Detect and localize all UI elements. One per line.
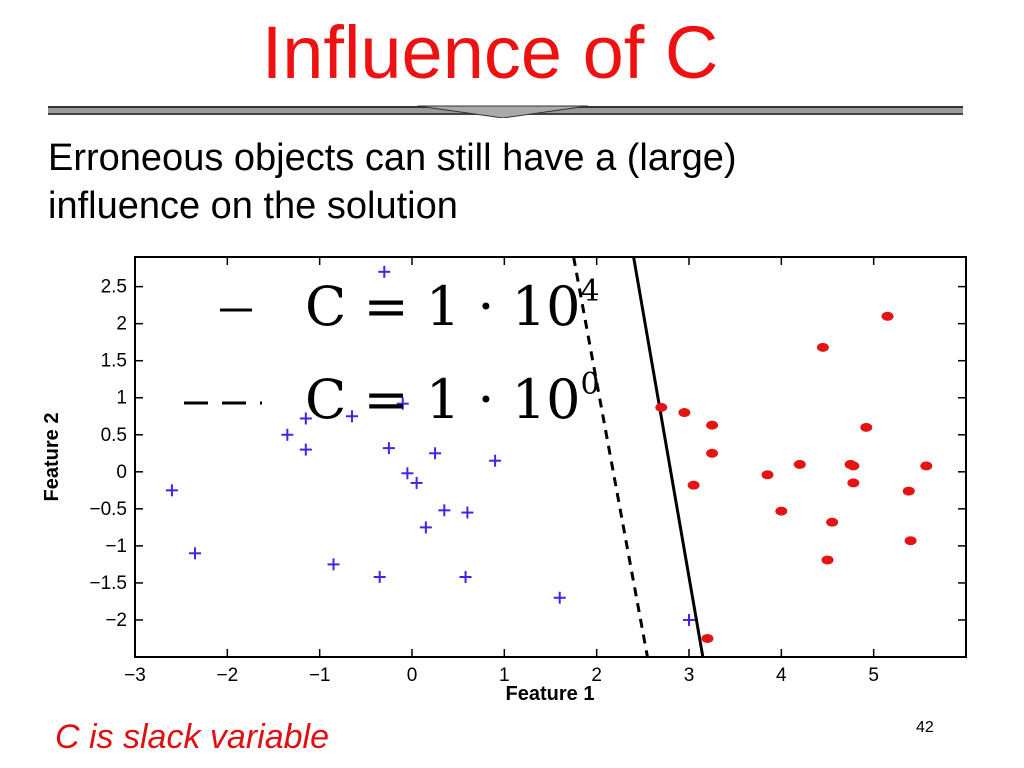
- y-tick-label: 0: [116, 462, 127, 483]
- y-tick-label: 0.5: [101, 425, 127, 446]
- dot-point: [706, 448, 719, 458]
- y-tick-label: −1: [105, 536, 127, 557]
- dot-point: [655, 402, 668, 412]
- slide-subtitle: Erroneous objects can still have a (larg…: [48, 134, 948, 230]
- x-tick-label: 4: [776, 665, 787, 686]
- dot-point: [701, 633, 714, 643]
- dot-point: [775, 506, 788, 516]
- y-tick-label: 2.5: [101, 277, 127, 298]
- y-tick-label: 1.5: [101, 351, 127, 372]
- dot-point: [826, 517, 839, 527]
- dot-point: [904, 536, 917, 546]
- dot-point: [847, 478, 860, 488]
- dot-point: [793, 459, 806, 469]
- decision-boundary-dashed: [572, 256, 649, 658]
- y-axis-label: Feature 2: [41, 413, 63, 502]
- plus-point: [459, 571, 472, 583]
- plus-point: [345, 410, 358, 423]
- dot-point: [687, 480, 700, 490]
- plus-point: [299, 443, 312, 456]
- dot-point: [706, 420, 719, 430]
- legend-exponent: 0: [580, 367, 599, 402]
- plus-point: [401, 467, 414, 480]
- plus-point: [396, 397, 409, 410]
- plus-point: [429, 447, 442, 460]
- x-tick-label: −3: [124, 665, 146, 686]
- plus-point: [281, 428, 294, 441]
- x-tick-label: 2: [591, 665, 602, 686]
- dot-point: [881, 311, 894, 321]
- legend-label: C = 1 · 100: [305, 367, 600, 431]
- y-tick-label: −2: [105, 610, 127, 631]
- plus-point: [299, 412, 312, 425]
- x-tick-label: 0: [407, 665, 418, 686]
- y-tick-label: 2: [116, 314, 127, 335]
- subtitle-line-1: Erroneous objects can still have a (larg…: [48, 137, 737, 179]
- y-tick-label: 1: [116, 388, 127, 409]
- plus-point: [410, 476, 423, 489]
- dot-point: [761, 470, 774, 480]
- plus-point: [461, 506, 474, 519]
- dot-point: [821, 555, 834, 565]
- subtitle-line-2: influence on the solution: [48, 185, 458, 227]
- plus-point: [683, 613, 695, 626]
- scatter-chart: −3 −2 −1 0 1 2 3 4 5 2.5 2 1.5 1 0.5 0 −0.5 −1 −1.5 −2 C …: [41, 256, 967, 705]
- dot-point: [847, 461, 860, 471]
- dot-point: [678, 408, 691, 418]
- dot-point: [902, 486, 915, 496]
- plus-point: [419, 521, 432, 534]
- y-tick-label: −0.5: [89, 499, 127, 520]
- x-tick-label: −2: [216, 665, 238, 686]
- plot-frame: [134, 256, 967, 658]
- y-tick-label: −1.5: [89, 573, 127, 594]
- decision-boundary-solid: [632, 256, 705, 658]
- plus-point: [373, 571, 386, 583]
- legend-exponent: 4: [580, 274, 599, 309]
- page-number: 42: [916, 719, 934, 736]
- dot-point: [920, 461, 933, 471]
- x-tick-label: 5: [868, 665, 879, 686]
- x-tick-label: 1: [499, 665, 510, 686]
- plus-point: [438, 504, 451, 517]
- footer-note: C is slack variable: [55, 718, 329, 756]
- dot-point: [816, 342, 829, 352]
- plus-point: [189, 547, 202, 560]
- plus-point: [165, 484, 178, 497]
- plus-point: [553, 591, 566, 604]
- plus-point: [378, 265, 391, 278]
- legend-label: C = 1 · 104: [305, 274, 600, 338]
- x-tick-label: 3: [684, 665, 695, 686]
- plus-point: [382, 442, 395, 455]
- plus-point: [327, 558, 340, 571]
- plus-point: [489, 454, 502, 467]
- dot-point: [860, 422, 873, 432]
- slide-title: Influence of C: [261, 11, 719, 94]
- title-divider: [48, 105, 963, 118]
- x-axis-label: Feature 1: [506, 683, 595, 705]
- x-tick-label: −1: [309, 665, 331, 686]
